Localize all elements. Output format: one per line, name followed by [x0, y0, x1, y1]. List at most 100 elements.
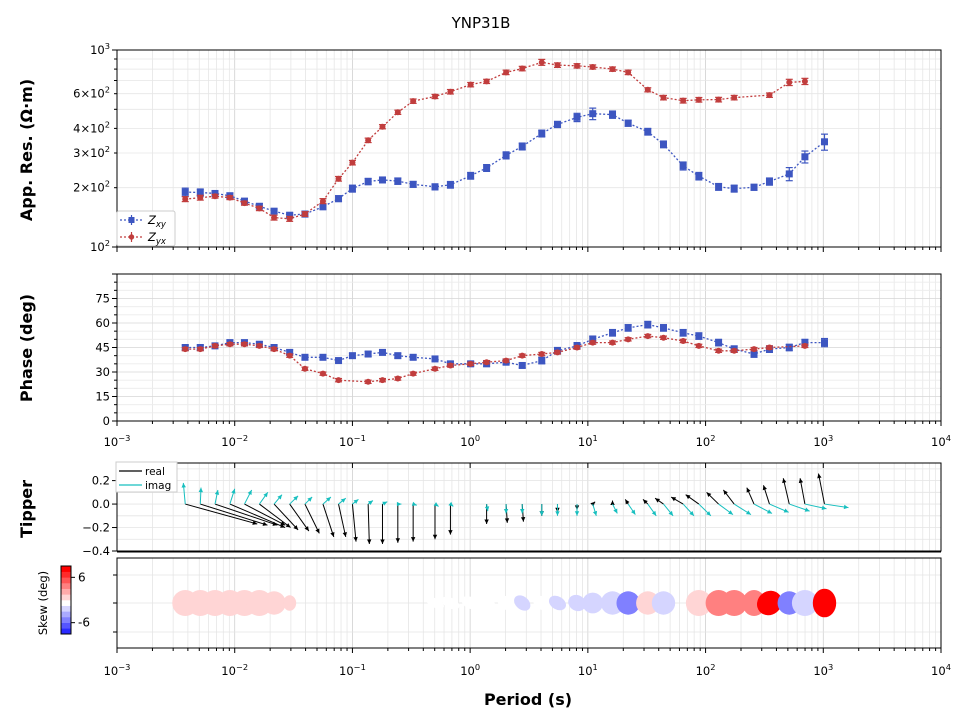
phase-point-Zyx — [625, 336, 632, 343]
skew-x-tick-label: 100 — [460, 662, 480, 678]
tipper-real-arrow-head — [285, 523, 291, 528]
skew-x-tick-label-exponent: 4 — [946, 662, 951, 672]
tipper-imag-arrow-head — [592, 510, 598, 516]
tipper-real-arrow-head — [380, 539, 385, 544]
phase-point-Zyx — [751, 346, 758, 353]
res-point-Zxy — [624, 119, 632, 127]
skew-x-tick-label-exponent: 3 — [828, 662, 833, 672]
res-point-Zyx — [609, 66, 616, 73]
tipper-imag-arrow-head — [396, 501, 402, 507]
skew-x-tick-label: 103 — [813, 662, 833, 678]
tipper-real-arrow — [214, 503, 278, 526]
skew-ellipse — [477, 595, 496, 611]
skew-x-tick-label: 104 — [931, 662, 951, 678]
phase-x-tick-label-exponent: 3 — [828, 433, 833, 443]
phase-y-tick-label: 30 — [95, 365, 110, 379]
phase-point-Zyx — [286, 352, 293, 359]
skew-ellipse — [721, 590, 748, 616]
tipper-real-arrow — [273, 503, 299, 531]
phase-point-Zxy — [659, 324, 667, 332]
colorbar-level — [61, 611, 71, 618]
res-point-Zyx — [182, 196, 189, 203]
phase-x-tick-label-exponent: −1 — [354, 433, 366, 443]
res-y-tick-label: 4×102 — [73, 119, 110, 135]
tipper-imag-arrow-head — [555, 511, 560, 516]
res-point-Zyx — [241, 200, 248, 207]
tipper-real-arrow-head — [342, 532, 347, 537]
phase-point-Zxy — [695, 332, 703, 340]
tipper-real-arrow — [244, 503, 286, 526]
res-point-Zxy — [348, 185, 356, 193]
res-y-tick-label-mantissa: 10 — [90, 43, 105, 57]
phase-x-tick-label-exponent: −2 — [236, 433, 248, 443]
phase-point-Zxy — [364, 350, 372, 358]
skew-ellipse — [616, 591, 640, 615]
res-y-tick-label: 3×102 — [73, 144, 110, 160]
tipper-imag-arrow-head — [307, 497, 313, 502]
res-point-Zyx — [660, 94, 667, 101]
res-point-Zyx — [503, 69, 510, 76]
figure-title: YNP31B — [451, 14, 511, 32]
res-y-tick-label-exponent: 2 — [105, 179, 110, 189]
colorbar-level — [61, 577, 71, 584]
phase-x-tick-label-mantissa: 10 — [221, 435, 236, 449]
phase-point-Zyx — [271, 346, 278, 353]
tipper-imag-arrow-head — [668, 510, 674, 516]
tipper-imag-arrow-head — [181, 482, 186, 488]
phase-y-tick-label: 60 — [95, 316, 110, 330]
res-y-tick-label: 2×102 — [73, 179, 110, 195]
res-point-Zyx — [256, 205, 263, 212]
tipper-imag-arrow-head — [574, 511, 580, 516]
skew-ellipse — [548, 595, 567, 611]
tipper-real-arrow-head — [520, 517, 526, 522]
tipper-real-arrow — [367, 504, 370, 544]
colorbar-level — [61, 594, 71, 601]
res-point-Zxy — [750, 183, 758, 191]
phase-point-Zyx — [394, 375, 401, 382]
skew-x-tick-label-mantissa: 10 — [460, 664, 475, 678]
tipper-real-arrow-head — [798, 478, 804, 484]
tipper-real-arrow-head — [685, 494, 691, 500]
skew-ellipse — [497, 595, 515, 611]
x-axis-label: Period (s) — [484, 690, 572, 709]
skew-x-tick-label: 10−3 — [104, 662, 131, 678]
phase-point-Zyx — [644, 333, 651, 340]
skew-ellipse — [756, 590, 782, 616]
tipper-legend: real imag — [115, 461, 178, 493]
tipper-real-arrow-head — [625, 499, 630, 505]
tipper-y-tick-label: −0.2 — [82, 521, 110, 535]
phase-point-Zxy — [431, 355, 439, 363]
phase-point-Zxy — [679, 329, 687, 337]
colorbar-frame — [60, 565, 72, 635]
res-point-Zyx — [410, 98, 417, 105]
phase-point-Zxy — [301, 353, 309, 361]
tipper-axes-frame — [116, 462, 942, 552]
res-point-Zyx — [349, 159, 356, 166]
phase-line-Zyx — [185, 335, 805, 383]
phase-point-Zyx — [467, 360, 474, 367]
skew-x-tick-label-mantissa: 10 — [339, 664, 354, 678]
res-point-Zxy — [378, 176, 386, 184]
skew-ellipse — [514, 595, 531, 611]
tipper-imag-arrow-head — [353, 499, 359, 504]
tipper-real-arrow-head — [262, 521, 268, 526]
phase-y-axis-label: Phase (deg) — [17, 294, 36, 402]
tipper-imag-arrow-head — [745, 510, 751, 515]
tipper-real-arrow-head — [280, 521, 286, 526]
phase-point-Zxy — [750, 350, 758, 358]
res-point-Zyx — [286, 215, 293, 222]
res-point-Zxy — [518, 142, 526, 150]
skew-x-tick-label-exponent: 2 — [710, 662, 715, 672]
res-point-Zyx — [379, 123, 386, 130]
phase-point-Zyx — [256, 342, 263, 349]
phase-point-Zxy — [335, 357, 343, 365]
skew-ellipse — [441, 596, 460, 610]
phase-point-Zyx — [226, 341, 233, 348]
tipper-real-arrow — [338, 503, 347, 538]
res-y-tick-label-mantissa: 10 — [90, 240, 105, 254]
phase-y-tick-label: 75 — [95, 292, 110, 306]
phase-point-Zyx — [319, 370, 326, 377]
tipper-real-arrow — [289, 503, 310, 532]
skew-ellipse — [651, 591, 676, 615]
res-point-Zyx — [731, 94, 738, 101]
